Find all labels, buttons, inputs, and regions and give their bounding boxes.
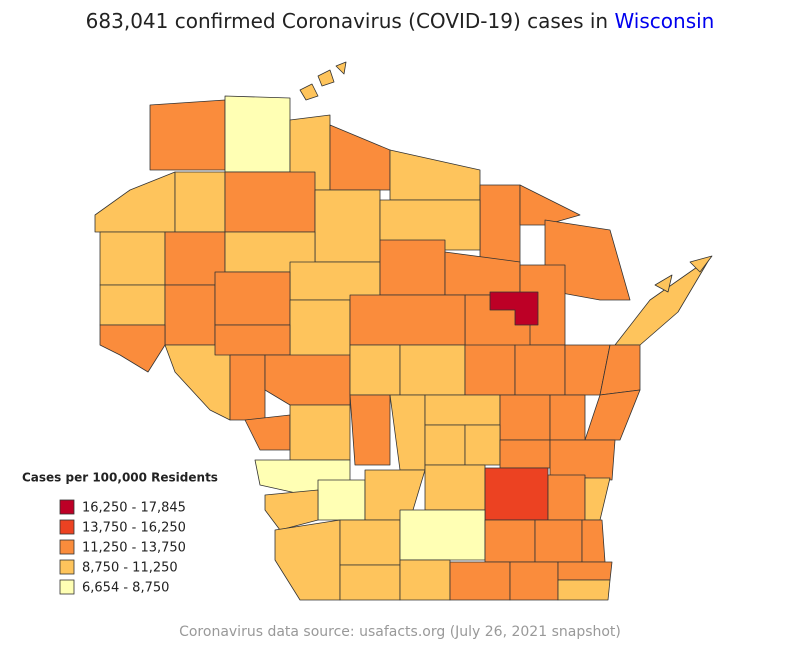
county <box>314 189 381 263</box>
county <box>339 564 401 601</box>
county <box>581 519 606 563</box>
county <box>509 561 559 601</box>
county <box>349 394 391 466</box>
county <box>264 354 351 406</box>
county <box>389 394 426 471</box>
county <box>349 344 401 396</box>
legend-swatch <box>59 519 75 535</box>
county <box>349 294 466 346</box>
county <box>164 284 216 346</box>
county <box>389 149 481 201</box>
county <box>264 489 319 531</box>
county <box>289 404 351 461</box>
county <box>484 467 549 521</box>
county <box>519 184 581 226</box>
county <box>449 561 511 601</box>
county <box>424 464 486 511</box>
county <box>149 99 226 171</box>
county <box>99 324 166 373</box>
county <box>499 439 551 469</box>
title: 683,041 confirmed Coronavirus (COVID-19)… <box>86 9 715 33</box>
county <box>289 261 381 301</box>
county <box>549 439 616 481</box>
county <box>224 171 316 233</box>
county <box>244 414 291 451</box>
county <box>214 324 291 356</box>
legend-swatch <box>59 499 75 515</box>
legend-swatch <box>59 579 75 595</box>
county <box>614 257 711 346</box>
county <box>317 69 335 87</box>
county <box>547 474 586 521</box>
county <box>94 171 176 233</box>
county <box>549 394 586 441</box>
county <box>274 519 341 601</box>
county <box>464 424 501 466</box>
county <box>399 344 466 396</box>
county <box>317 479 366 521</box>
legend-label: 13,750 - 16,250 <box>82 521 186 536</box>
county <box>654 274 673 293</box>
county <box>424 394 501 426</box>
county <box>584 389 641 441</box>
legend-title: Cases per 100,000 Residents <box>22 471 218 485</box>
county <box>489 291 539 326</box>
legend-label: 11,250 - 13,750 <box>82 541 186 556</box>
county <box>299 83 319 101</box>
footnote: Coronavirus data source: usafacts.org (J… <box>179 624 621 640</box>
county <box>514 344 566 396</box>
legend-swatch <box>59 559 75 575</box>
county <box>224 95 291 173</box>
county <box>424 424 466 466</box>
county <box>335 61 347 75</box>
county <box>584 477 611 521</box>
county <box>339 519 401 566</box>
county <box>399 509 486 561</box>
county <box>99 284 166 326</box>
legend-swatch <box>59 539 75 555</box>
legend-label: 16,250 - 17,845 <box>82 501 186 516</box>
legend: Cases per 100,000 Residents 16,250 - 17,… <box>22 471 218 596</box>
county <box>379 239 446 296</box>
county <box>214 271 291 326</box>
legend-label: 6,654 - 8,750 <box>82 581 169 596</box>
county <box>484 519 536 563</box>
county <box>689 255 713 273</box>
county <box>229 354 266 421</box>
title-place: Wisconsin <box>614 9 714 33</box>
county <box>399 559 451 601</box>
county <box>499 394 551 441</box>
county <box>174 171 226 233</box>
legend-label: 8,750 - 11,250 <box>82 561 178 576</box>
county <box>557 561 613 581</box>
county <box>329 124 391 191</box>
county <box>464 344 516 396</box>
county <box>534 519 583 563</box>
county <box>164 344 231 421</box>
county <box>379 199 481 251</box>
county <box>99 231 166 286</box>
county <box>557 579 611 601</box>
state-map <box>94 61 713 601</box>
title-text: 683,041 confirmed Coronavirus (COVID-19)… <box>86 9 608 33</box>
